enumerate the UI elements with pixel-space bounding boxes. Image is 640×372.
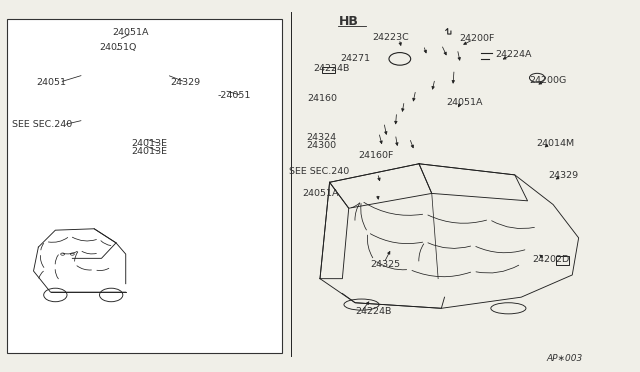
Text: 24329: 24329 (548, 171, 579, 180)
Text: 24014M: 24014M (536, 139, 574, 148)
Text: -24051: -24051 (218, 91, 251, 100)
Text: 24324: 24324 (306, 132, 336, 142)
Text: 24051A: 24051A (113, 28, 149, 37)
Text: 24224B: 24224B (355, 307, 392, 316)
Text: 24051A: 24051A (302, 189, 339, 198)
Text: 24013E: 24013E (132, 147, 168, 156)
Text: SEE SEC.240: SEE SEC.240 (12, 121, 72, 129)
Text: 24271: 24271 (340, 54, 371, 63)
Text: 24202D: 24202D (532, 255, 569, 264)
Text: 24224B: 24224B (314, 64, 350, 73)
Text: 24224A: 24224A (495, 50, 532, 59)
Text: SEE SEC.240: SEE SEC.240 (289, 167, 349, 176)
Text: 24300: 24300 (306, 141, 336, 150)
Text: 24051: 24051 (36, 78, 66, 87)
Text: 24160F: 24160F (358, 151, 394, 160)
Text: 24200G: 24200G (529, 76, 566, 85)
Text: 24051Q: 24051Q (100, 42, 137, 51)
Text: 24160: 24160 (307, 94, 337, 103)
Text: 24223C: 24223C (372, 33, 409, 42)
Text: 24051A: 24051A (447, 98, 483, 107)
Text: 24329: 24329 (170, 78, 200, 87)
FancyBboxPatch shape (7, 19, 282, 353)
Text: 24200F: 24200F (460, 34, 495, 43)
Text: AP∗003: AP∗003 (547, 354, 583, 363)
Text: 24013E: 24013E (132, 139, 168, 148)
Text: HB: HB (339, 15, 359, 28)
Text: 24325: 24325 (370, 260, 400, 269)
